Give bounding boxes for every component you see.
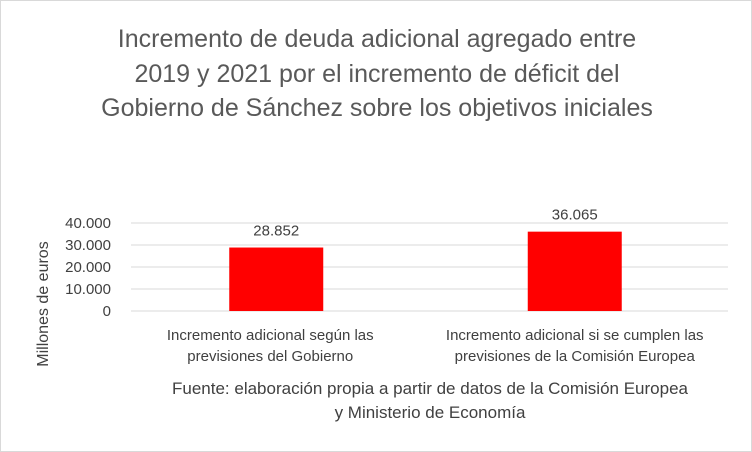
- gridlines: [131, 222, 728, 312]
- source-note: Fuente: elaboración propia a partir de d…: [172, 379, 689, 422]
- y-tick-label: 30.000: [65, 237, 111, 254]
- source-note-line: Fuente: elaboración propia a partir de d…: [172, 379, 689, 398]
- bar-value-label: 28.852: [253, 223, 299, 240]
- bar-value-label: 36.065: [552, 207, 598, 224]
- data-labels: 28.852 36.065: [253, 207, 597, 240]
- chart-title-line: Gobierno de Sánchez sobre los objetivos …: [101, 94, 653, 122]
- bar: [527, 231, 622, 311]
- x-category-label: previsiones del Gobierno: [187, 348, 353, 365]
- bar: [229, 247, 324, 311]
- x-category-label: Incremento adicional si se cumplen las: [446, 327, 704, 344]
- x-axis-categories: Incremento adicional según las previsione…: [167, 327, 704, 365]
- y-tick-label: 0: [103, 303, 111, 320]
- y-axis-title: Millones de euros: [35, 241, 52, 366]
- chart-title-line: Incremento de deuda adicional agregado e…: [118, 25, 636, 53]
- chart-title-line: 2019 y 2021 por el incremento de déficit…: [134, 60, 619, 88]
- x-category-label: Incremento adicional según las: [167, 327, 374, 344]
- source-note-line: y Ministerio de Economía: [335, 403, 526, 422]
- y-axis-ticks: 0 10.000 20.000 30.000 40.000: [65, 215, 111, 320]
- y-tick-label: 20.000: [65, 259, 111, 276]
- y-tick-label: 10.000: [65, 281, 111, 298]
- y-tick-label: 40.000: [65, 215, 111, 232]
- x-category-label: previsiones de la Comisión Europea: [455, 348, 696, 365]
- chart-title: Incremento de deuda adicional agregado e…: [101, 25, 653, 122]
- bars: [229, 231, 622, 311]
